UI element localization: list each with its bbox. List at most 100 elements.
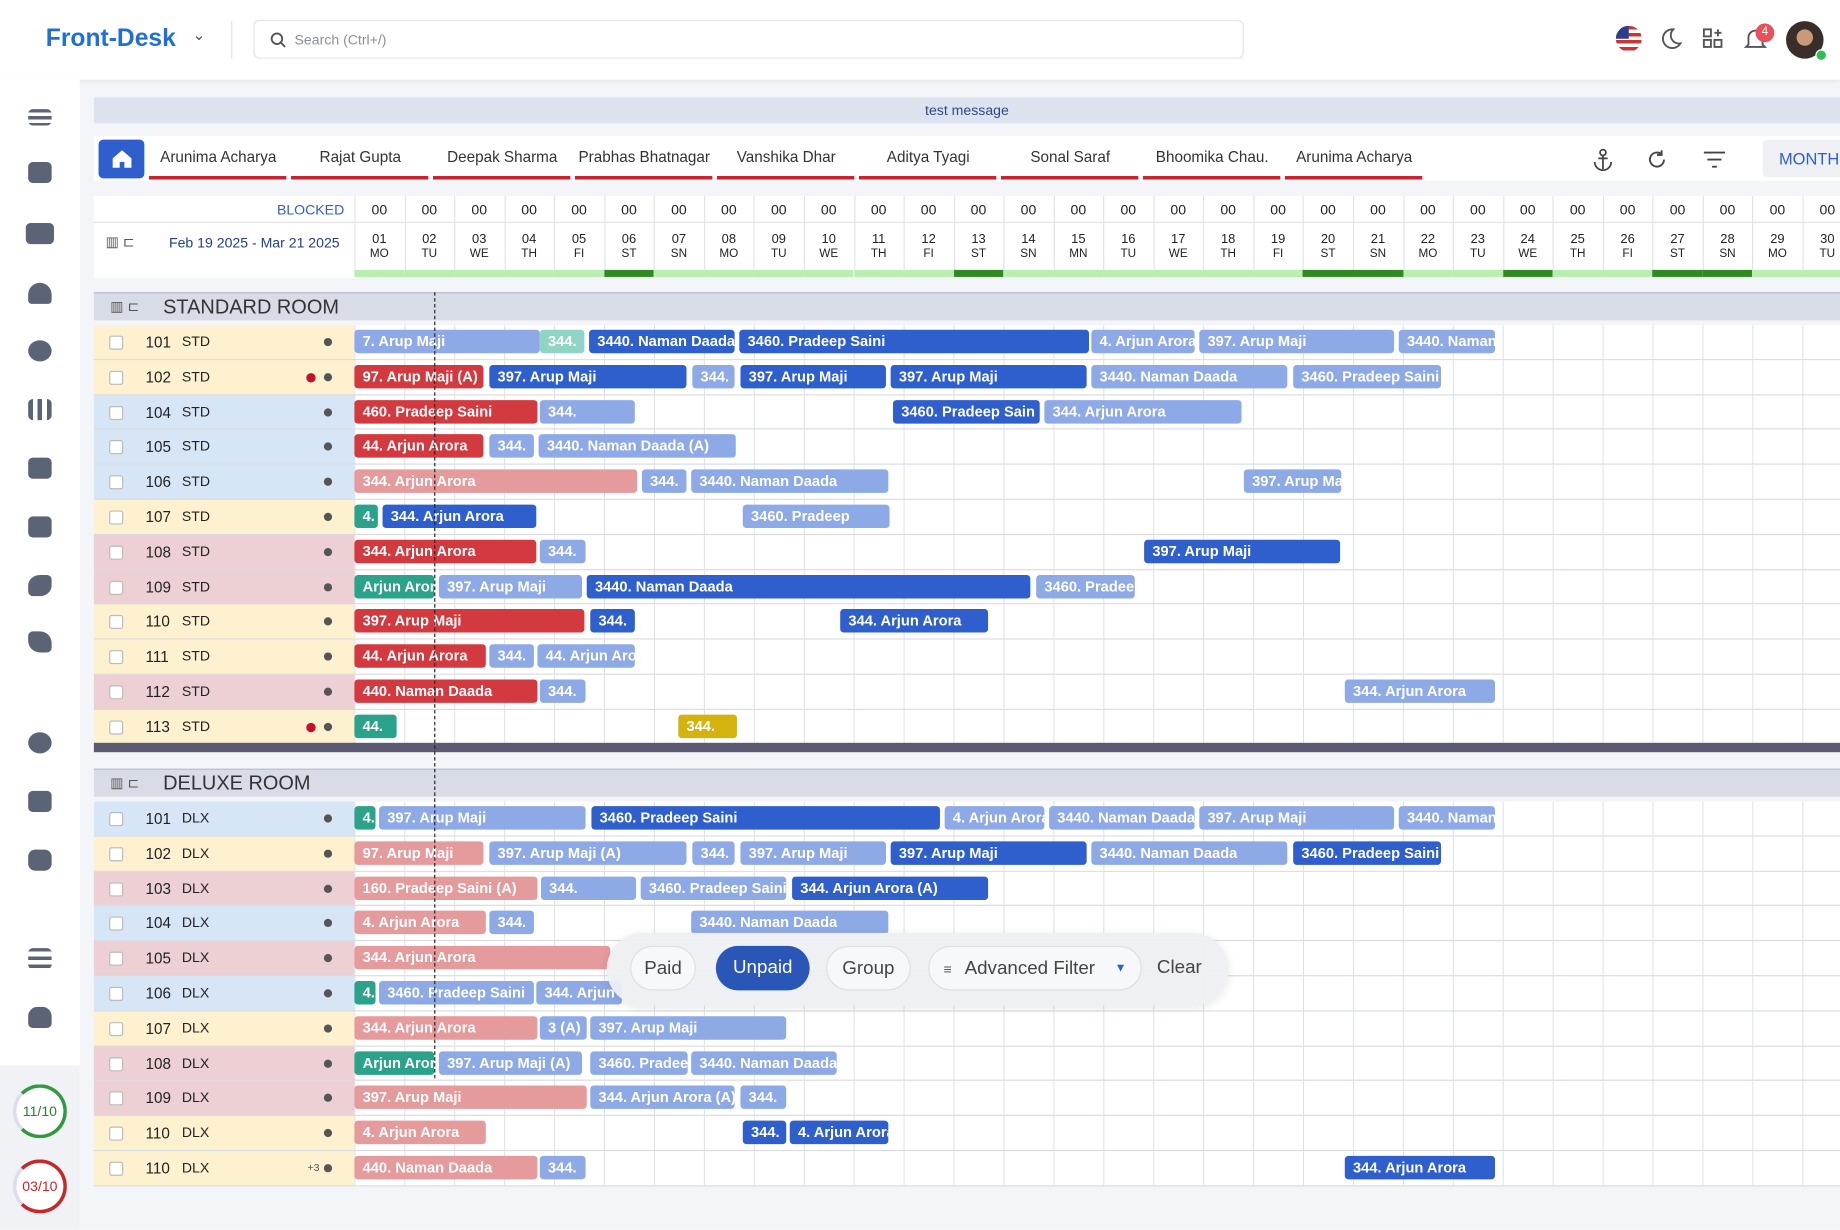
nav-icon[interactable] [28,1006,52,1028]
booking[interactable]: 397. Arup Maji [1199,329,1395,354]
checkbox[interactable] [109,986,124,1001]
booking[interactable]: 44. Arjun Arora [537,644,635,668]
booking[interactable]: 97. Arup Maji [354,841,484,865]
home-button[interactable] [98,139,145,179]
booking[interactable]: 344. [692,364,735,389]
booking[interactable]: 344. Arjun Arora [1344,679,1496,703]
booking[interactable]: 3440. Naman Daada [1091,364,1288,389]
checkbox[interactable] [109,720,124,735]
nav-icon[interactable] [28,282,52,304]
booking[interactable]: 4. Arjun Arora [354,911,486,935]
booking[interactable]: 344. [692,841,735,865]
booking[interactable]: 397. Arup Ma [1243,469,1342,494]
booking[interactable]: 97. Arup Maji (A) [354,364,484,389]
filter-button[interactable]: Advanced Filter ≡ ▼ [928,945,1142,991]
booking[interactable]: 344. [539,399,635,424]
nav-icon[interactable] [28,732,52,754]
booking[interactable]: 344. [539,1155,586,1180]
view-button[interactable]: MONTH [1762,139,1840,178]
booking[interactable]: 460. Pradeep Saini [354,399,538,424]
checkbox[interactable] [109,615,124,630]
booking[interactable]: 344. [489,434,534,459]
checkbox[interactable] [109,370,124,385]
view-icons[interactable]: ▥ ⊏ [105,233,135,250]
booking[interactable]: 3460. Pradeep Saini [591,806,940,830]
booking[interactable]: 344. Arjun Arora [354,946,611,970]
booking[interactable]: 3440. Naman Daada [1049,806,1195,830]
booking[interactable]: 160. Pradeep Saini (A) [354,876,538,900]
booking[interactable]: 397. Arup Maji [489,364,687,389]
booking[interactable]: 344. [678,714,737,738]
booking[interactable]: 3440. Naman Daada [691,1050,837,1075]
app-title[interactable]: Front-Desk [45,24,176,52]
nav-icon[interactable] [28,161,52,184]
booking[interactable]: 397. Arup Maji [590,1015,787,1040]
flag-icon[interactable] [1615,25,1642,52]
booking[interactable]: 3460. Pradeep Saini [640,876,787,900]
booking[interactable]: 344. Arjun Arora [840,609,989,633]
booking[interactable]: 344. [489,644,534,668]
booking[interactable]: 4. Arjun Arora [789,1120,889,1145]
menu-icon[interactable] [28,109,52,126]
checkbox[interactable] [109,916,124,932]
checkbox[interactable] [109,650,124,665]
booking[interactable]: 397. Arup Maji [438,574,583,598]
booking[interactable]: 344. Arjun Arora [1344,1155,1496,1180]
booking[interactable]: 4. [354,806,376,830]
booking[interactable]: 344. [540,876,637,900]
booking[interactable]: 3440. Naman Daada [691,469,889,494]
booking[interactable]: 3460. Pradee [1036,574,1135,598]
booking[interactable]: 3460. Pradeep Sain [893,399,1040,424]
group-icons[interactable]: ▥ ⊏ [110,774,140,791]
booking[interactable]: 344. Arjun Arora [354,469,638,494]
booking[interactable]: Arjun Arora [354,1050,435,1075]
filter-button[interactable]: Unpaid [715,945,810,991]
booking[interactable]: 7. Arup Maji [354,329,540,354]
checkbox[interactable] [109,1126,124,1141]
checkbox[interactable] [109,1021,124,1036]
booking[interactable]: 3 (A) [539,1015,587,1040]
nav-icon[interactable] [28,398,52,421]
booking[interactable]: 344. Arjun Arora (A) [792,876,989,900]
booking[interactable]: 4. Arjun Arora [944,806,1045,830]
booking[interactable]: 344. Arjun Arora [354,1015,538,1040]
group-icons[interactable]: ▥ ⊏ [110,298,140,315]
filter-button[interactable]: Clear [1156,957,1202,978]
booking[interactable]: 4. [354,981,376,1005]
nav-icon[interactable] [25,222,54,245]
staff-tab[interactable]: Arunima Acharya [160,147,277,166]
filter-button[interactable]: Group [826,945,911,991]
nav-icon[interactable] [28,457,52,479]
staff-tab[interactable]: Arunima Acharya [1296,147,1413,166]
booking[interactable]: 3440. Naman Daada [586,574,1031,598]
avatar[interactable] [1786,21,1828,62]
filter-icon[interactable] [1703,150,1726,169]
checkbox[interactable] [109,335,124,350]
booking[interactable]: 397. Arup Maji [1144,539,1341,564]
filter-button[interactable]: Paid [630,945,696,991]
checkbox[interactable] [109,847,124,862]
booking[interactable]: 44. Arjun Arora [354,434,484,459]
booking[interactable]: 3440. Naman [1398,329,1496,354]
staff-tab[interactable]: Vanshika Dhar [736,147,836,166]
booking[interactable]: 397. Arup Maji [740,364,886,389]
staff-tab[interactable]: Bhoomika Chau. [1155,147,1269,166]
booking[interactable]: 344. Arjun [536,981,622,1005]
booking[interactable]: 3460. Pradeep [742,504,890,529]
staff-tab[interactable]: Sonal Saraf [1030,147,1111,166]
booking[interactable]: 3460. Pradee [590,1050,688,1075]
booking[interactable]: 344. [539,539,586,564]
checkbox[interactable] [109,812,124,827]
booking[interactable]: 344. [641,469,687,494]
nav-icon[interactable] [28,948,52,970]
booking[interactable]: 397. Arup Maji (A) [438,1050,583,1075]
booking[interactable]: Arjun Arora [354,574,435,598]
booking[interactable]: 440. Naman Daada [354,1155,538,1180]
checkbox[interactable] [109,580,124,595]
booking[interactable]: 3460. Pradeep Saini [739,329,1089,354]
booking[interactable]: 3460. Pradeep Saini [1293,841,1442,865]
booking[interactable]: 397. Arup Maji [379,806,586,830]
booking[interactable]: 344. Arjun Arora (A) [590,1085,735,1110]
checkbox[interactable] [109,440,124,455]
booking[interactable]: 344. Arjun Arora [1044,399,1242,424]
